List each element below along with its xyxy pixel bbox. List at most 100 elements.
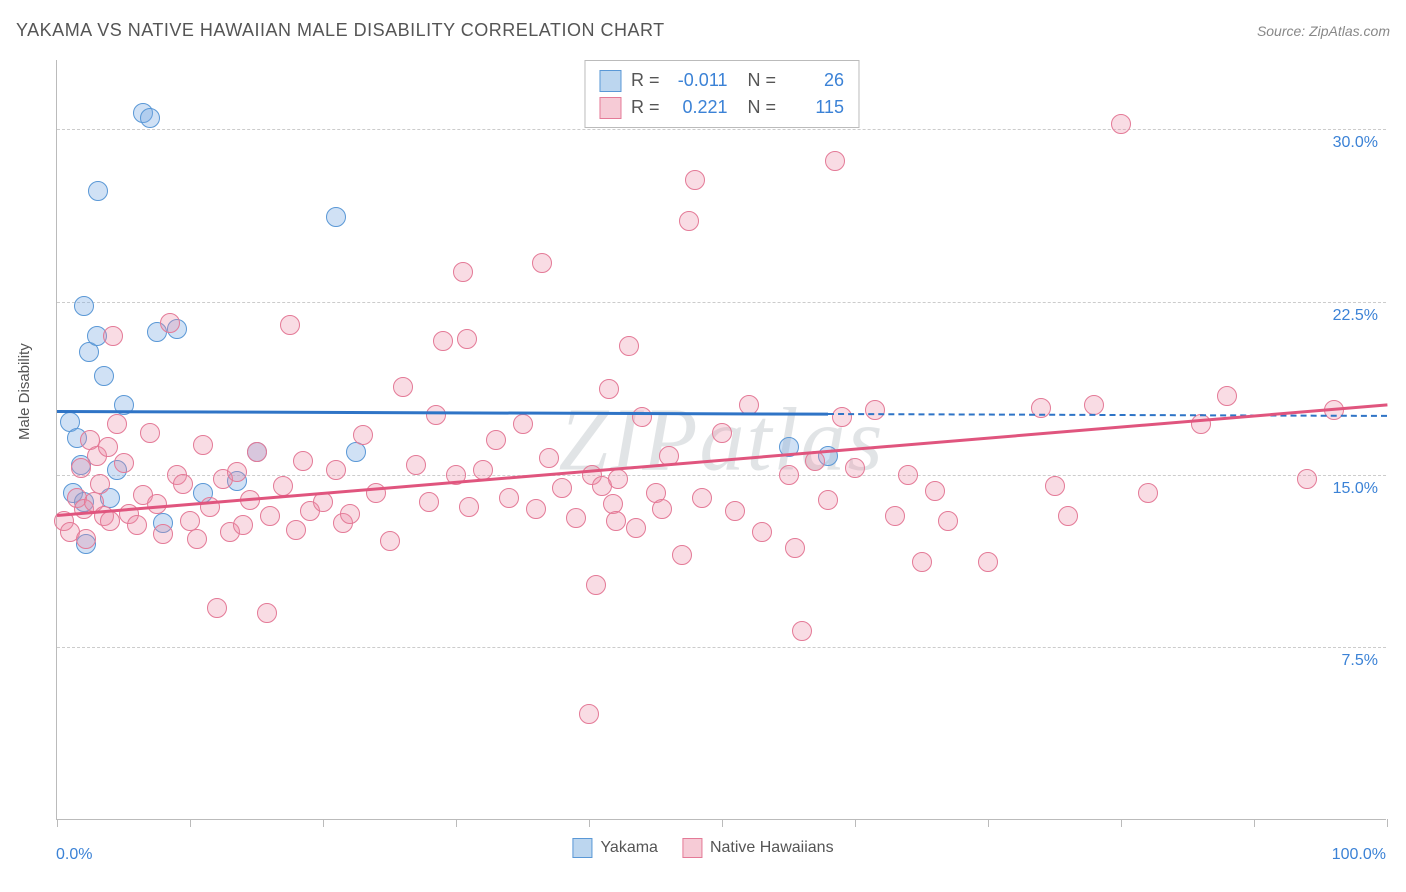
data-point [100,511,120,531]
data-point [652,499,672,519]
data-point [353,425,373,445]
gridline-h [57,129,1386,130]
data-point [1045,476,1065,496]
data-point [632,407,652,427]
data-point [1297,469,1317,489]
data-point [1058,506,1078,526]
source-attribution: Source: ZipAtlas.com [1257,23,1390,39]
header: YAKAMA VS NATIVE HAWAIIAN MALE DISABILIT… [16,20,1390,41]
data-point [978,552,998,572]
data-point [380,531,400,551]
data-point [832,407,852,427]
data-point [207,598,227,618]
data-point [792,621,812,641]
legend-swatch [682,838,702,858]
data-point [586,575,606,595]
data-point [286,520,306,540]
data-point [1217,386,1237,406]
legend-r-label: R = [631,67,660,94]
data-point [925,481,945,501]
data-point [608,469,628,489]
gridline-h [57,302,1386,303]
legend-r-value: 0.221 [670,94,728,121]
x-tick [57,819,58,827]
data-point [513,414,533,434]
series-legend: Yakama Native Hawaiians [572,838,833,858]
scatter-chart: ZIPatlas R =-0.011 N =26R =0.221 N =115 … [56,60,1386,820]
data-point [88,181,108,201]
data-point [486,430,506,450]
y-tick-label: 7.5% [1342,652,1378,670]
data-point [619,336,639,356]
data-point [779,465,799,485]
data-point [160,313,180,333]
data-point [103,326,123,346]
data-point [453,262,473,282]
data-point [1191,414,1211,434]
data-point [672,545,692,565]
legend-row: R =0.221 N =115 [599,94,844,121]
data-point [712,423,732,443]
data-point [180,511,200,531]
data-point [1084,395,1104,415]
x-tick [722,819,723,827]
data-point [526,499,546,519]
x-tick [456,819,457,827]
y-tick-label: 15.0% [1333,480,1378,498]
data-point [233,515,253,535]
legend-n-value: 115 [786,94,844,121]
data-point [938,511,958,531]
data-point [419,492,439,512]
data-point [107,414,127,434]
data-point [280,315,300,335]
data-point [818,490,838,510]
legend-item: Native Hawaiians [682,838,834,858]
legend-n-label: N = [738,67,777,94]
x-tick [323,819,324,827]
legend-label: Yakama [600,839,658,857]
data-point [912,552,932,572]
legend-r-label: R = [631,94,660,121]
data-point [247,442,267,462]
data-point [885,506,905,526]
data-point [865,400,885,420]
data-point [898,465,918,485]
data-point [566,508,586,528]
data-point [326,207,346,227]
data-point [257,603,277,623]
data-point [273,476,293,496]
legend-swatch [599,97,621,119]
correlation-legend: R =-0.011 N =26R =0.221 N =115 [584,60,859,128]
legend-n-value: 26 [786,67,844,94]
data-point [326,460,346,480]
data-point [393,377,413,397]
data-point [692,488,712,508]
data-point [473,460,493,480]
data-point [599,379,619,399]
data-point [606,511,626,531]
x-tick [1121,819,1122,827]
data-point [539,448,559,468]
y-axis-label: Male Disability [16,343,33,440]
y-tick-label: 30.0% [1333,134,1378,152]
x-tick [988,819,989,827]
data-point [94,366,114,386]
data-point [153,524,173,544]
chart-title: YAKAMA VS NATIVE HAWAIIAN MALE DISABILIT… [16,20,665,41]
legend-label: Native Hawaiians [710,839,834,857]
data-point [293,451,313,471]
x-axis-start: 0.0% [56,846,92,864]
data-point [433,331,453,351]
y-tick-label: 22.5% [1333,307,1378,325]
data-point [499,488,519,508]
x-tick [1254,819,1255,827]
x-tick [855,819,856,827]
data-point [579,704,599,724]
data-point [426,405,446,425]
data-point [114,453,134,473]
data-point [725,501,745,521]
data-point [1138,483,1158,503]
data-point [785,538,805,558]
data-point [227,462,247,482]
x-axis-end: 100.0% [1332,846,1386,864]
